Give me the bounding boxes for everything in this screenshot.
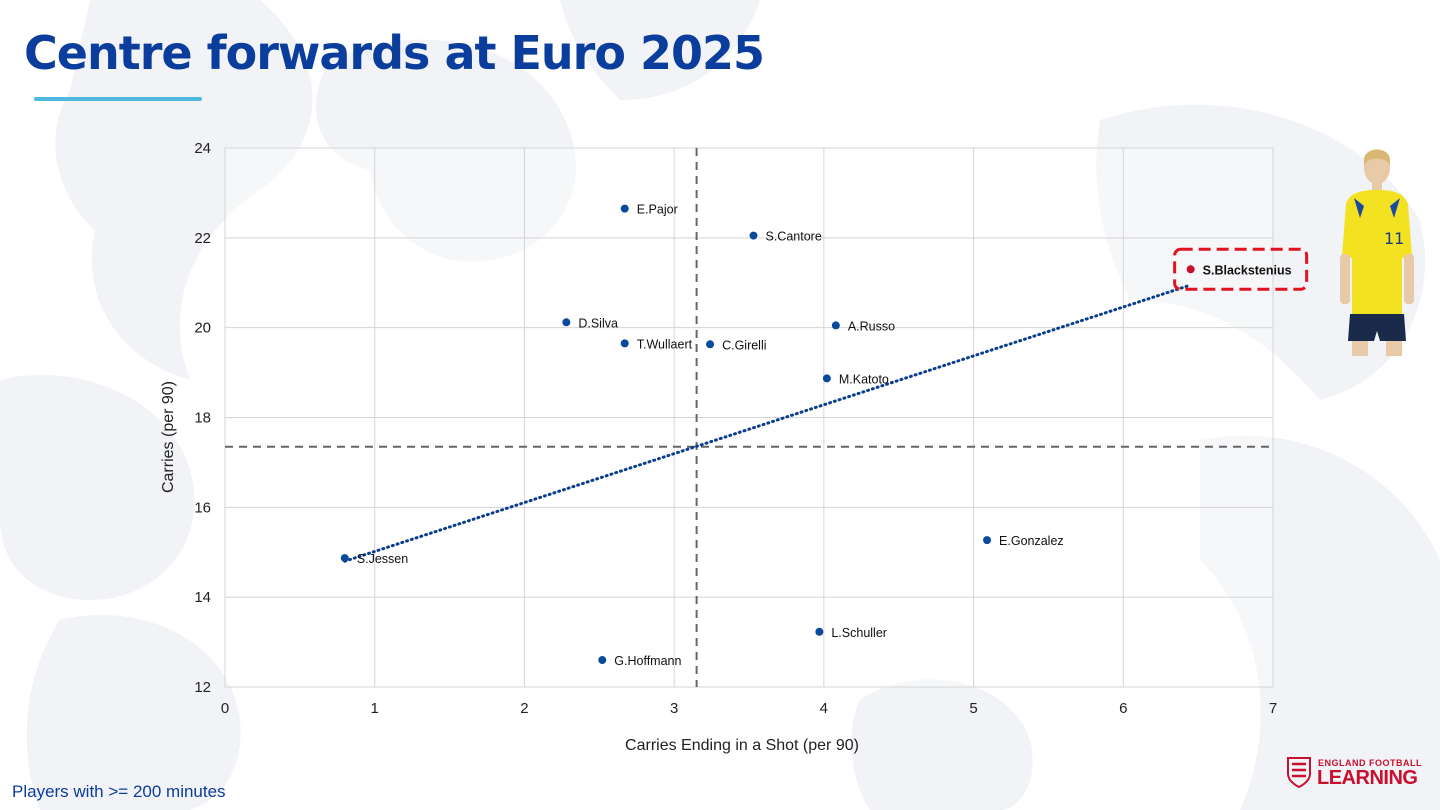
point-label-s-blackstenius: S.Blackstenius [1203,263,1292,277]
logo-line2: LEARNING [1317,767,1418,789]
average-lines [225,148,1273,687]
footnote: Players with >= 200 minutes [12,782,226,801]
data-point-a-russo [831,321,840,330]
data-point-t-wullaert [620,339,629,348]
x-tick-label: 3 [670,700,678,717]
trendline-group [343,283,1193,563]
y-tick-label: 22 [194,230,211,247]
point-label-e-gonzalez: E.Gonzalez [999,534,1064,548]
point-label-c-girelli: C.Girelli [722,338,766,352]
point-label-a-russo: A.Russo [848,319,895,333]
x-tick-label: 7 [1269,700,1277,717]
data-point-m-katoto [822,374,831,383]
england-football-learning-logo: ENGLAND FOOTBALL LEARNING [1286,756,1426,790]
x-tick-label: 0 [221,700,229,717]
logo-line1: ENGLAND FOOTBALL [1318,758,1422,768]
x-tick-label: 4 [820,700,828,717]
svg-text:11: 11 [1384,229,1404,248]
x-tick-label: 6 [1119,700,1127,717]
x-tick-label: 2 [520,700,528,717]
point-label-s-jessen: S.Jessen [357,552,408,566]
point-label-d-silva: D.Silva [578,316,618,330]
player-photo: 11 [1340,149,1414,356]
point-label-g-hoffmann: G.Hoffmann [614,654,681,668]
y-tick-label: 14 [194,589,211,606]
y-tick-label: 16 [194,499,211,516]
data-point-s-jessen [340,554,349,563]
trendline [343,283,1193,563]
data-point-d-silva [562,318,571,327]
data-point-c-girelli [706,340,715,349]
y-tick-label: 24 [194,140,211,157]
data-point-s-cantore [749,231,758,240]
point-label-s-cantore: S.Cantore [765,230,821,244]
highlight-box [1173,247,1309,291]
x-tick-label: 5 [969,700,977,717]
three-lions-crest-icon [1287,757,1311,788]
point-label-l-schuller: L.Schuller [831,626,887,640]
point-label-m-katoto: M.Katoto [839,372,889,386]
data-point-e-pajor [620,204,629,213]
title-underline [34,97,202,101]
data-point-s-blackstenius [1186,265,1195,274]
data-point-l-schuller [815,627,824,636]
highlight-group [1173,247,1309,291]
x-axis-label: Carries Ending in a Shot (per 90) [625,737,859,754]
point-label-e-pajor: E.Pajor [637,203,678,217]
y-tick-label: 12 [194,679,211,696]
data-point-e-gonzalez [983,536,992,545]
data-point-g-hoffmann [598,656,607,665]
chart-grid [224,147,1274,688]
y-axis-label: Carries (per 90) [160,381,177,493]
points-group: E.Pajor S.Cantore S.Blackstenius D.Silva A.R… [340,203,1292,668]
page-title: Centre forwards at Euro 2025 [24,26,765,80]
point-label-t-wullaert: T.Wullaert [637,337,693,351]
y-tick-label: 20 [194,320,211,337]
y-tick-label: 18 [194,410,211,427]
x-tick-label: 1 [371,700,379,717]
